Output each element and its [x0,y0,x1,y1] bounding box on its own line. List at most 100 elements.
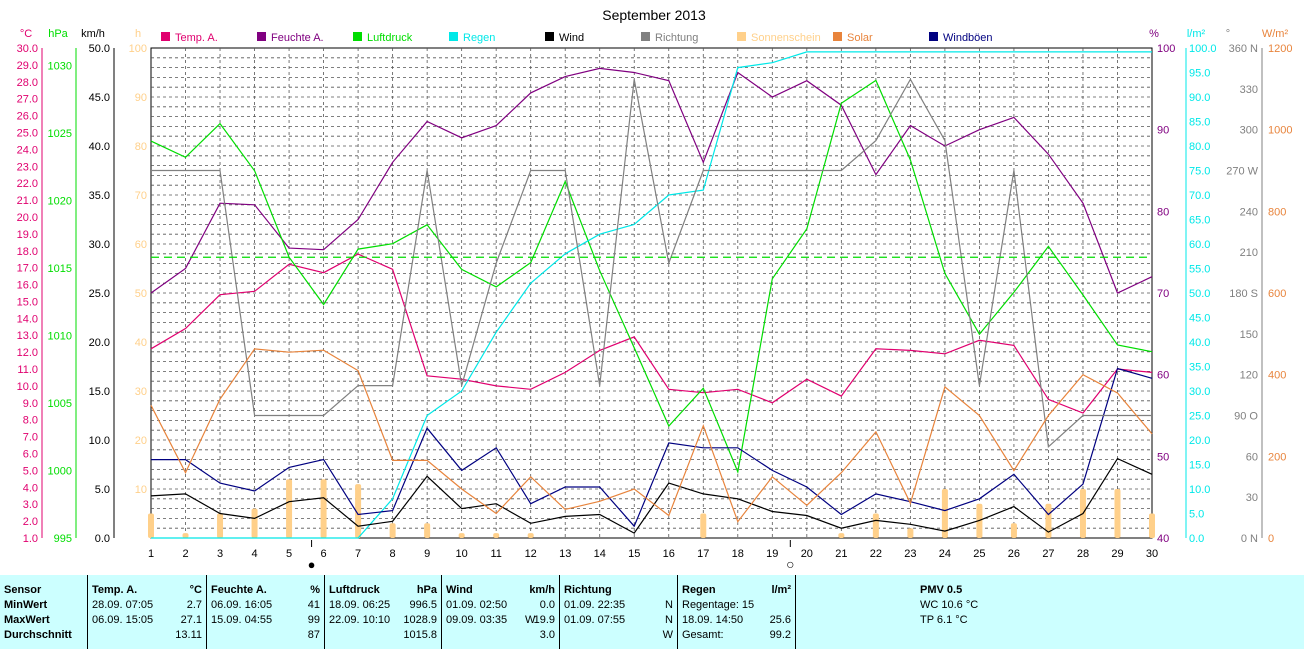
stats-direction-title: Richtung [564,584,612,596]
x-tick-label: 23 [904,548,916,560]
stats-pmv-column: PMV 0.5 WC 10.6 °C TP 6.1 °C [796,575,1304,649]
temp-tick-label: 24.0 [17,144,38,156]
stats-wind-max-dir: W [525,614,536,626]
stats-humidity-title: Feuchte A. [211,584,267,596]
direction-tick-label: 120 [1240,370,1258,382]
temp-tick-label: 27.0 [17,94,38,106]
temp-tick-label: 19.0 [17,229,38,241]
stats-avg-label: Durchschnitt [4,629,72,641]
x-tick-label: 7 [355,548,361,560]
series-windb-en-line [151,367,1153,528]
x-tick-label: 21 [835,548,847,560]
x-tick-label: 1 [148,548,154,560]
pressure-tick-label: 1020 [48,196,72,208]
temp-tick-label: 21.0 [17,195,38,207]
direction-tick-label: 300 [1240,125,1258,137]
direction-tick-label: 210 [1240,247,1258,259]
stats-rain-max-time: 18.09. 14:50 [682,614,744,626]
x-tick-label: 5 [286,548,292,560]
humidity-tick-label: 50 [1157,451,1169,463]
rain-tick-label: 65.0 [1189,215,1210,227]
x-tick-label: 12 [525,548,537,560]
x-tick-label: 9 [424,548,430,560]
sunshine-bar [286,479,293,538]
series-richtung-line [151,78,1152,449]
stats-temp-min-time: 28.09. 07:05 [92,599,154,611]
legend-swatch [161,32,170,41]
new-moon-marker: ● [308,557,316,572]
pressure-tick-label: 1015 [48,263,72,275]
sunshine-bar [320,479,327,538]
legend-label: Temp. A. [175,32,218,44]
rain-tick-label: 60.0 [1189,239,1210,251]
rain-tick-label: 40.0 [1189,337,1210,349]
direction-tick-label: 240 [1240,206,1258,218]
x-tick-label: 17 [697,548,709,560]
axis-unit-labels: °C hPa km/h h% l/m² ° W/m² [20,28,1289,40]
x-tick-label: 27 [1042,548,1054,560]
temp-tick-label: 7.0 [23,432,38,444]
stats-pressure-column: Luftdruck hPa 18.09. 06:25 996.5 22.09. 10… [325,575,442,649]
solar-tick-label: 200 [1268,451,1286,463]
humidity-tick-label: 90 [1157,125,1169,137]
stats-direction-avg: W [662,629,673,641]
solar-tick-label: 600 [1268,288,1286,300]
x-tick-label: 2 [182,548,188,560]
temp-tick-label: 4.0 [23,482,38,494]
wind-tick-label: 40.0 [89,141,110,153]
temp-tick-label: 12.0 [17,347,38,359]
temp-unit-label: °C [20,28,32,40]
stats-humidity-unit: % [310,584,320,596]
sunshine-bar [217,513,224,538]
stats-rain-max: 25.6 [769,614,791,626]
direction-tick-label: 360 N [1229,43,1258,55]
series-wind-line [150,457,1153,534]
x-tick-label: 14 [594,548,606,560]
stats-direction-max-time: 01.09. 07:55 [564,614,626,626]
direction-tick-label: 60 [1246,451,1258,463]
stats-temp-unit: °C [189,584,202,596]
rain-tick-label: 95.0 [1189,68,1210,80]
x-tick-label: 11 [490,548,501,560]
x-tick-label: 24 [939,548,951,560]
sunshine-tick-label: 80 [135,141,147,153]
solar-tick-label: 400 [1268,370,1286,382]
chart-grid [150,47,1153,539]
stats-pressure-max: 1028.9 [403,614,437,626]
temp-tick-label: 10.0 [17,381,38,393]
sunshine-bars [148,479,1155,538]
stats-pressure-max-time: 22.09. 10:10 [329,614,391,626]
temp-tick-label: 26.0 [17,111,38,123]
legend-swatch [545,32,554,41]
sunshine-bar [1114,489,1121,538]
pressure-tick-label: 995 [54,533,72,545]
wind-tick-label: 15.0 [89,386,110,398]
stats-temp-max: 27.1 [180,614,202,626]
sunshine-tick-label: 60 [135,239,147,251]
stats-wind-min-time: 01.09. 02:50 [446,599,508,611]
rain-tick-label: 80.0 [1189,141,1210,153]
sunshine-bar [182,533,189,538]
sunshine-tick-label: 90 [135,92,147,104]
stats-wind-unit: km/h [529,584,555,596]
stats-max-label: MaxWert [4,614,50,626]
stats-pmv-tp: TP 6.1 °C [920,614,968,626]
wind-tick-label: 5.0 [95,484,110,496]
pressure-tick-label: 1030 [48,61,72,73]
temp-tick-label: 15.0 [17,296,38,308]
temp-tick-label: 13.0 [17,330,38,342]
wind-tick-label: 20.0 [89,337,110,349]
sunshine-bar [1149,513,1155,538]
stats-wind-column: Wind km/h 01.09. 02:50 0.0 09.09. 03:35 W 19… [442,575,560,649]
sunshine-tick-label: 70 [135,190,147,202]
legend-label: Sonnenschein [751,32,821,44]
wind-unit-label: km/h [81,28,105,40]
sunshine-tick-label: 20 [135,435,147,447]
wind-tick-label: 50.0 [89,43,110,55]
stats-humidity-max: 99 [307,614,320,626]
stats-rain-title: Regen [682,584,716,596]
temp-tick-label: 25.0 [17,127,38,139]
sunshine-bar [424,523,431,538]
temp-tick-label: 5.0 [23,465,38,477]
legend-label: Feuchte A. [271,32,324,44]
